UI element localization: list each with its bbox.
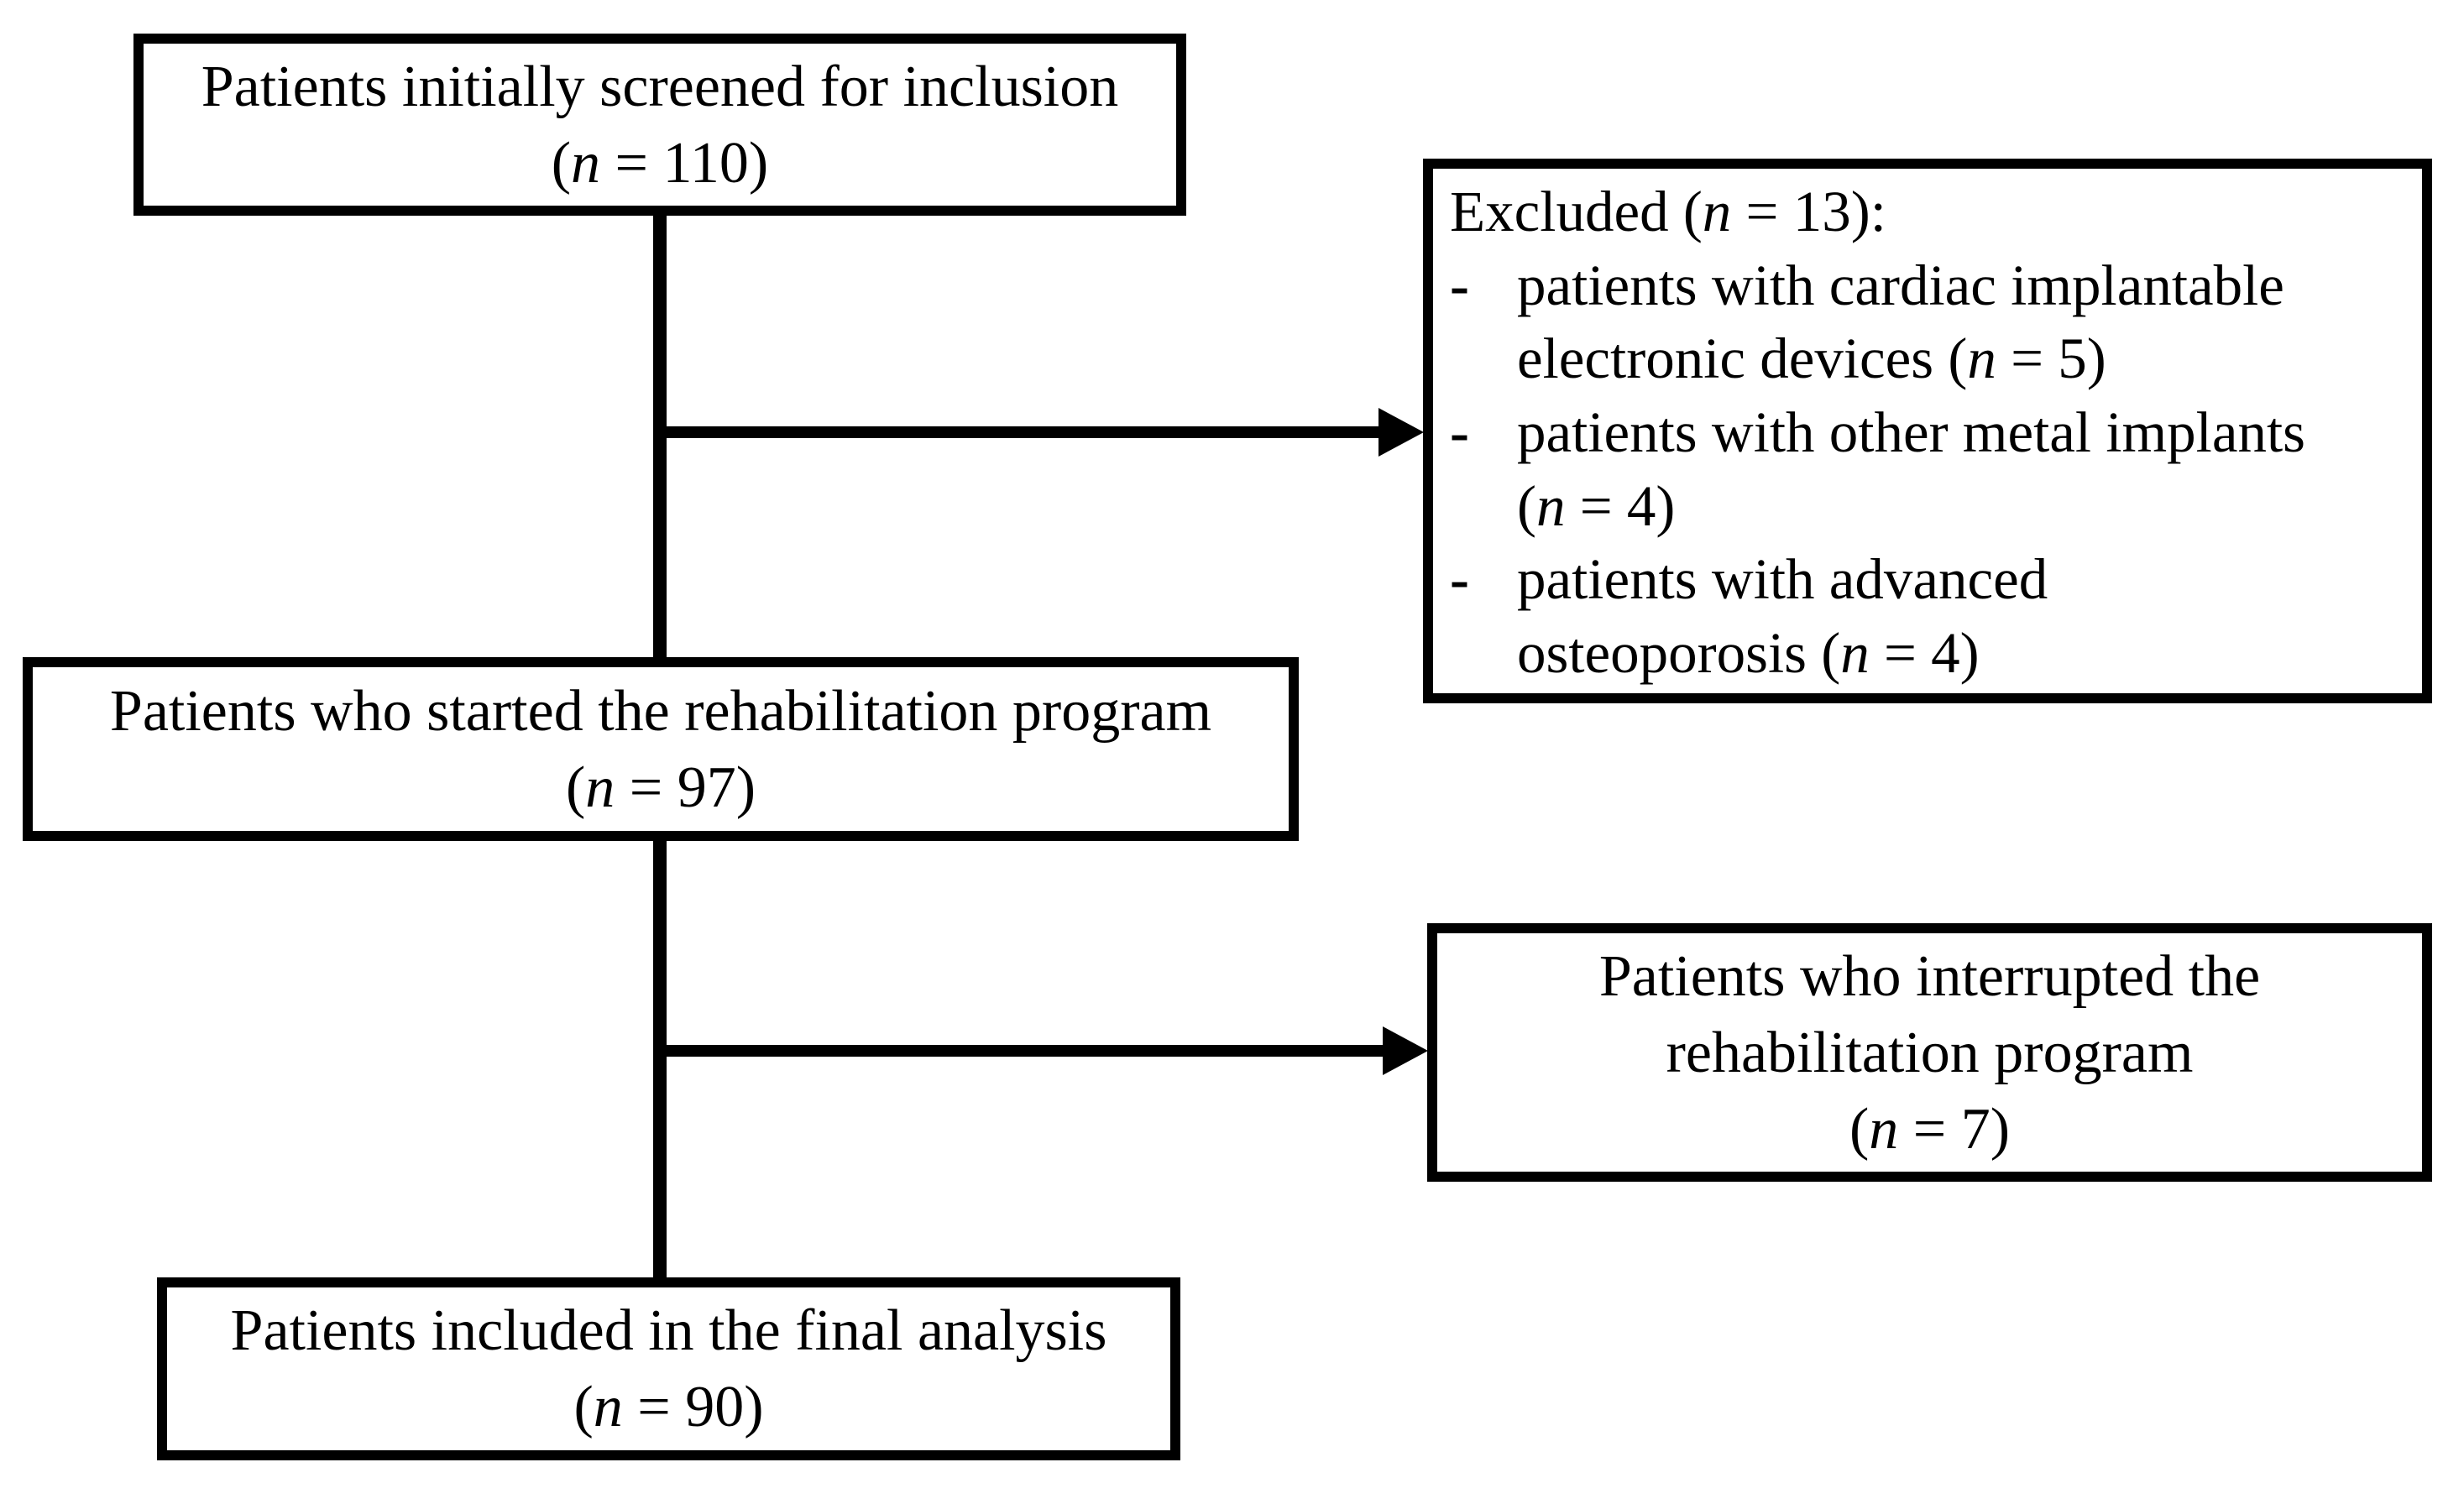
box-started-label: Patients who started the rehabilitation …	[109, 678, 1212, 744]
excluded-item: - patients with cardiac implantable elec…	[1450, 249, 2410, 396]
box-interrupted-count: (n = 7)	[1849, 1096, 2011, 1162]
arrowhead-interrupted	[1383, 1026, 1428, 1075]
excluded-item-bullet: -	[1450, 400, 1469, 464]
excluded-item-text: patients with advanced osteoporosis (n =…	[1517, 547, 2048, 685]
connector-started-to-final	[653, 835, 667, 1283]
box-excluded: Excluded (n = 13): - patients with cardi…	[1423, 159, 2432, 703]
box-screened: Patients initially screened for inclusio…	[133, 34, 1186, 216]
box-started-count: (n = 97)	[565, 755, 756, 820]
excluded-item: - patients with other metal implants (n …	[1450, 396, 2410, 543]
box-interrupted-label: Patients who interrupted the rehabilitat…	[1598, 943, 2261, 1085]
box-interrupted: Patients who interrupted the rehabilitat…	[1427, 923, 2432, 1182]
box-started: Patients who started the rehabilitation …	[23, 657, 1299, 841]
box-screened-label: Patients initially screened for inclusio…	[201, 54, 1119, 119]
arrowhead-excluded	[1378, 408, 1424, 457]
excluded-item: - patients with advanced osteoporosis (n…	[1450, 543, 2410, 690]
excluded-item-text: patients with other metal implants (n = …	[1517, 400, 2305, 538]
excluded-item-bullet: -	[1450, 547, 1469, 612]
box-final-label: Patients included in the final analysis	[230, 1298, 1107, 1363]
excluded-item-bullet: -	[1450, 253, 1469, 317]
excluded-item-text: patients with cardiac implantable electr…	[1517, 253, 2284, 391]
connector-to-interrupted	[660, 1045, 1385, 1057]
box-excluded-header: Excluded (n = 13):	[1450, 180, 1886, 243]
box-final: Patients included in the final analysis …	[157, 1277, 1180, 1460]
box-final-count: (n = 90)	[573, 1375, 764, 1439]
connector-to-excluded	[660, 426, 1382, 438]
box-screened-count: (n = 110)	[551, 130, 769, 196]
